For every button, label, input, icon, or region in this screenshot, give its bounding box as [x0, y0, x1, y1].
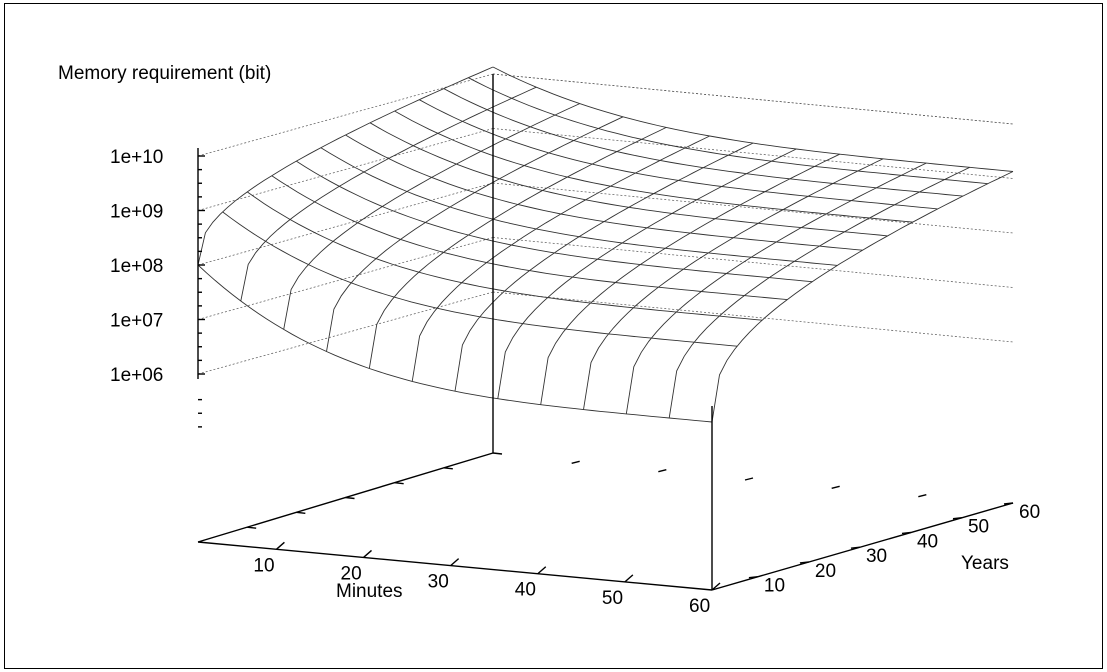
surface-line-years: [345, 134, 863, 251]
x-tick-label: 10: [253, 555, 274, 576]
y-left-tick: [394, 481, 404, 485]
y-left-tick: [345, 496, 355, 500]
z-tick-labels: 1e+10 1e+09 1e+08 1e+07 1e+06: [110, 147, 163, 386]
x-tick-label: 40: [515, 580, 536, 601]
surface-mesh: [197, 66, 1014, 423]
x-tick-label: 50: [602, 588, 623, 609]
x-tick: [363, 549, 372, 558]
z-tick-label: 1e+10: [110, 147, 163, 168]
y-tick-label: 30: [866, 546, 887, 567]
surface-line-years: [197, 264, 713, 423]
surface-line-years: [468, 77, 988, 185]
grid-line-back: [492, 291, 1014, 343]
surface-line-years: [222, 211, 738, 347]
grid-line-back: [492, 237, 1014, 288]
x-axis-line: [197, 541, 713, 591]
surface-line-years: [394, 110, 913, 223]
surface-line-minutes: [197, 66, 494, 266]
x-tick-label: 30: [428, 572, 449, 593]
surface-line-years: [369, 122, 888, 237]
y-tick-label: 40: [917, 531, 938, 552]
chart-frame: Memory requirement (bit) Minutes Years 1…: [4, 3, 1103, 669]
surface-line-minutes: [454, 142, 754, 392]
grid-line-back: [492, 73, 1014, 125]
z-tick-label: 1e+07: [110, 311, 163, 332]
grid-line-left: [197, 182, 494, 266]
surface-line-minutes: [411, 135, 710, 382]
grid-line-left: [197, 128, 494, 211]
y-tick: [952, 517, 963, 520]
z-tick-label: 1e+09: [110, 202, 163, 223]
grid-line-left: [197, 237, 494, 320]
y-tick: [748, 576, 758, 579]
y-tick-labels: 10 20 30 40 50 60: [764, 502, 1040, 597]
y-axis-line: [711, 502, 1014, 591]
y-tick-label: 20: [815, 561, 836, 582]
x-axis-title: Minutes: [336, 581, 403, 602]
x-back-tick: [658, 468, 667, 473]
y-tick-label: 50: [968, 517, 989, 538]
surface-plot: Memory requirement (bit) Minutes Years 1…: [58, 63, 1040, 617]
surface-line-years: [492, 66, 1014, 172]
y-tick: [901, 531, 912, 535]
y-tick-label: 60: [1019, 502, 1040, 523]
x-tick: [275, 541, 285, 550]
grid-line-back: [492, 182, 1014, 234]
y-left-tick: [443, 467, 453, 470]
axes: [197, 74, 1014, 591]
surface-line-years: [443, 88, 963, 197]
x-back-tick: [744, 477, 754, 481]
surface-line-years: [271, 175, 788, 301]
grid-line-back: [492, 128, 1014, 179]
grid-line-left: [197, 291, 494, 375]
surface-line-years: [246, 191, 763, 321]
y-tick: [1003, 502, 1014, 505]
y-tick-label: 10: [764, 576, 785, 597]
z-axis-title: Memory requirement (bit): [58, 63, 271, 84]
x-back-tick: [831, 485, 840, 490]
surface-line-years: [419, 99, 938, 210]
surface-line-minutes: [497, 148, 797, 399]
x-tick: [537, 566, 547, 575]
x-tick-labels: 10 20 30 40 50 60: [253, 555, 710, 617]
surface-line-years: [320, 147, 838, 266]
z-tick-label: 1e+08: [110, 256, 163, 277]
y-tick: [799, 561, 810, 564]
y-left-tick: [492, 452, 503, 455]
y-axis-title: Years: [961, 553, 1009, 574]
x-tick-label: 20: [341, 563, 362, 584]
z-tick-label: 1e+06: [110, 365, 163, 386]
surface-line-minutes: [240, 86, 537, 302]
x-tick: [450, 558, 460, 567]
y-left-tick: [247, 526, 257, 529]
grid-line-left: [197, 73, 494, 157]
x-tick: [711, 582, 721, 591]
x-tick: [624, 574, 634, 583]
x-tick-label: 60: [689, 596, 710, 617]
x-back-tick: [571, 460, 580, 465]
y-left-tick: [296, 511, 306, 515]
y-tick: [850, 546, 861, 549]
x-back-tick: [918, 493, 927, 498]
surface-line-years: [296, 160, 813, 283]
grid-lines: [197, 73, 1014, 375]
